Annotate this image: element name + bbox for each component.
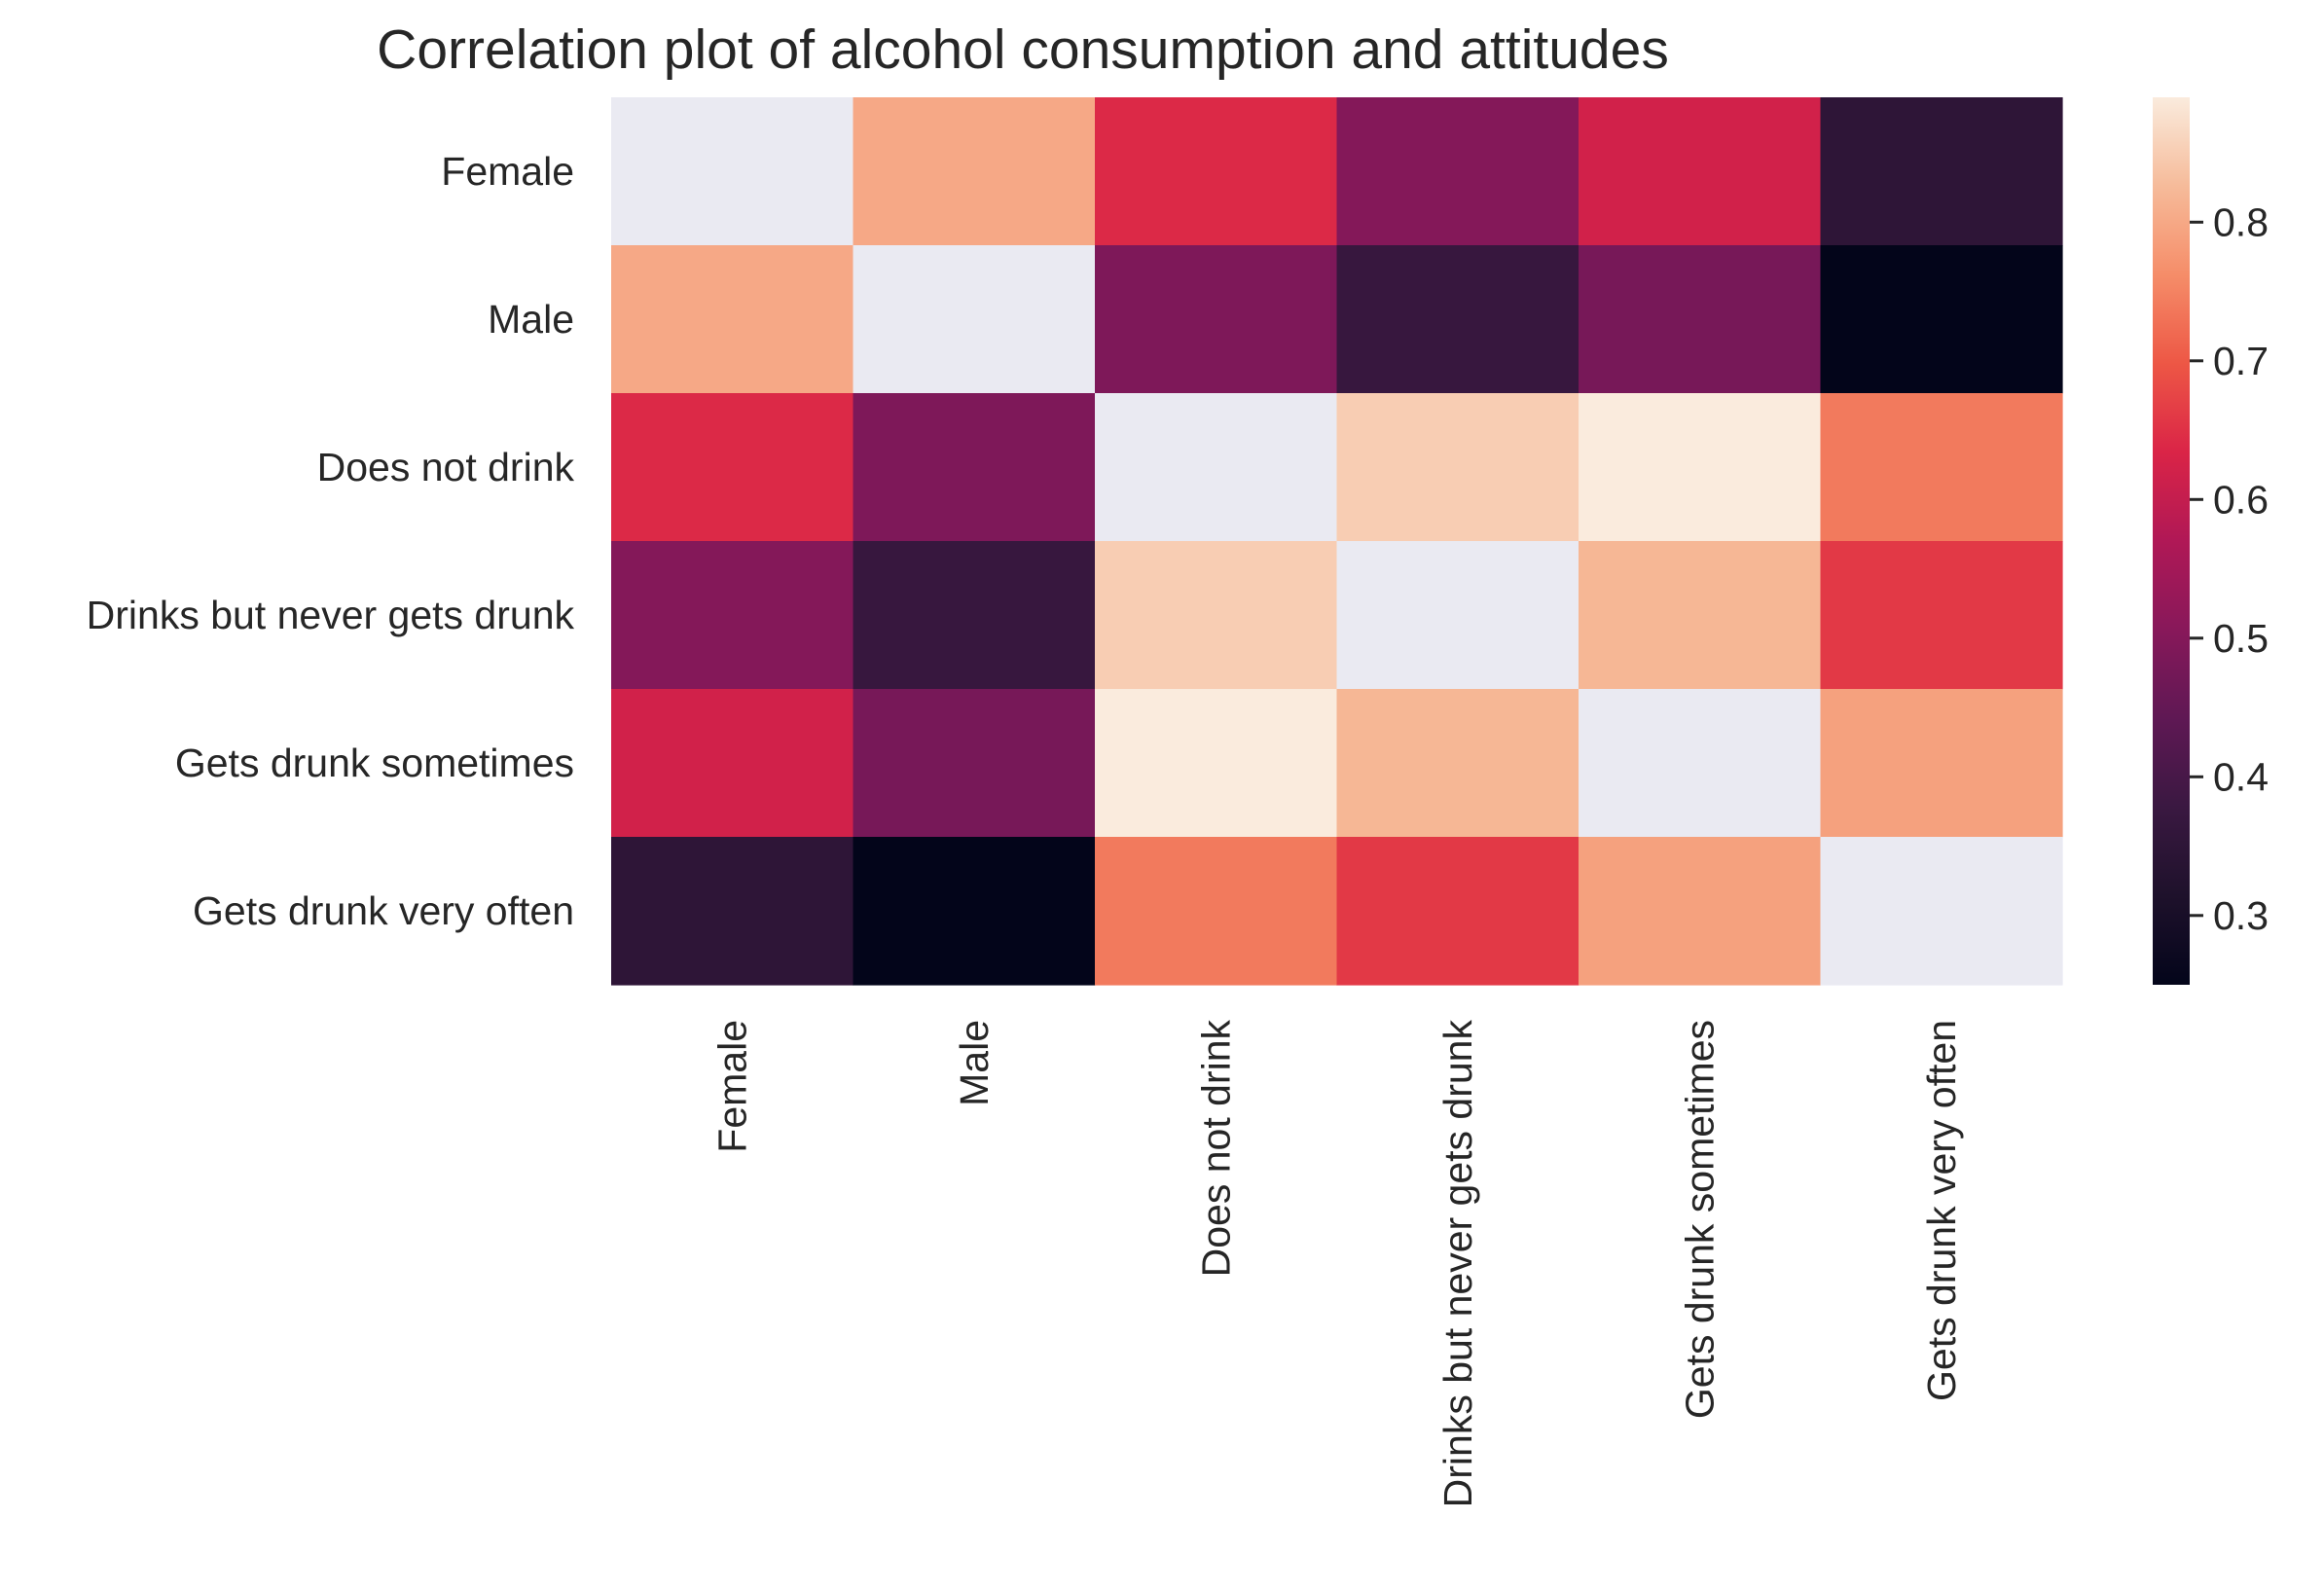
colorbar-tick-label: 0.7 [2213,339,2269,383]
colorbar-tick-label: 0.4 [2213,754,2269,799]
y-tick-label: Does not drink [317,445,575,489]
heatmap-cell [611,837,854,986]
heatmap-cell [1579,689,1822,838]
heatmap-cell [1095,541,1338,690]
heatmap-cell [611,541,854,690]
heatmap-cell [1579,393,1822,542]
heatmap-cell [853,97,1096,246]
heatmap-cell [1336,837,1580,986]
x-tick-label: Drinks but never gets drunk [1435,1020,1480,1508]
heatmap-cell [1579,97,1822,246]
heatmap-cell [1336,689,1580,838]
x-tick-label: Does not drink [1193,1020,1238,1278]
heatmap-cell [611,245,854,394]
heatmap-cell [1095,393,1338,542]
heatmap-cell [611,689,854,838]
colorbar-ticks: 0.3 0.4 0.5 0.6 0.7 0.8 [2190,199,2269,938]
y-tick-labels: Female Male Does not drink Drinks but never… [87,149,575,933]
heatmap-cell [1336,97,1580,246]
y-tick-label: Gets drunk sometimes [175,741,574,785]
x-tick-label: Gets drunk sometimes [1677,1020,1722,1419]
heatmap-cell [853,541,1096,690]
heatmap-cell [853,245,1096,394]
colorbar-tick-label: 0.8 [2213,199,2269,244]
colorbar: 0.3 0.4 0.5 0.6 0.7 0.8 [2153,97,2269,985]
heatmap-cell [1820,393,2063,542]
heatmap-cell [611,97,854,246]
heatmap-cell [1820,541,2063,690]
heatmap-cell [611,393,854,542]
heatmap-cell [1579,837,1822,986]
colorbar-tick-label: 0.5 [2213,616,2269,661]
x-tick-labels: Female Male Does not drink Drinks but never… [709,1020,1964,1508]
colorbar-tick-label: 0.6 [2213,477,2269,522]
heatmap-cell [853,689,1096,838]
heatmap-cell [1579,245,1822,394]
y-tick-label: Male [488,297,574,342]
heatmap-cell [853,393,1096,542]
x-tick-label: Female [709,1020,754,1153]
heatmap-cell [1095,689,1338,838]
heatmap-cell [1095,97,1338,246]
heatmap-cell [1095,837,1338,986]
y-tick-label: Gets drunk very often [193,888,574,933]
y-tick-label: Drinks but never gets drunk [87,593,575,637]
heatmap-cell [1579,541,1822,690]
heatmap-cells [611,97,2063,986]
heatmap-cell [1820,245,2063,394]
chart-title: Correlation plot of alcohol consumption … [377,18,1669,81]
x-tick-label: Gets drunk very often [1919,1020,1964,1401]
heatmap-cell [1820,689,2063,838]
heatmap-cell [1336,541,1580,690]
colorbar-gradient [2153,97,2190,985]
heatmap-cell [853,837,1096,986]
x-tick-label: Male [952,1020,997,1106]
heatmap-cell [1095,245,1338,394]
colorbar-tick-label: 0.3 [2213,893,2269,938]
heatmap-cell [1820,837,2063,986]
heatmap-cell [1336,245,1580,394]
heatmap-cell [1336,393,1580,542]
y-tick-label: Female [441,149,574,194]
heatmap-cell [1820,97,2063,246]
